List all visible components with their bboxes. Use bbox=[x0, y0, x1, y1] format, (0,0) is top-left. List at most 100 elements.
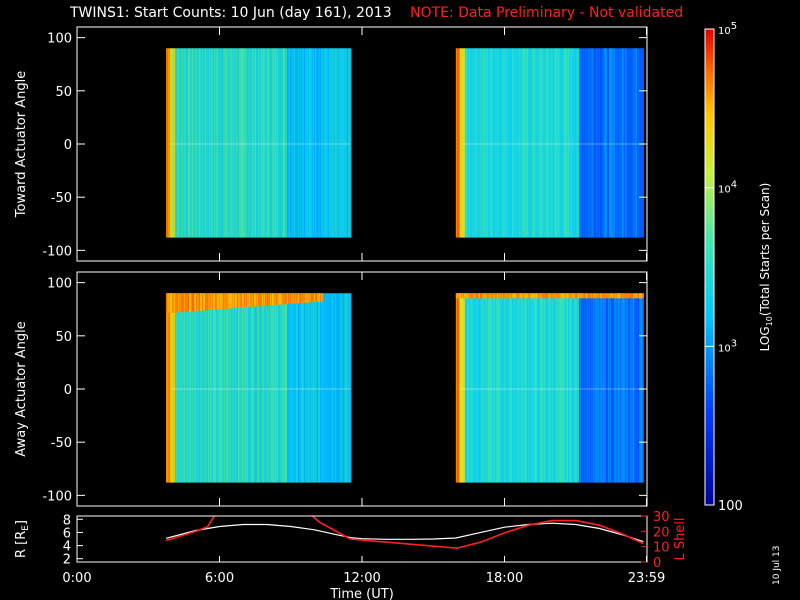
heatmap-cell bbox=[554, 293, 557, 483]
heatmap-cell bbox=[298, 48, 300, 238]
heatmap-cell bbox=[236, 293, 238, 483]
colorbar-swatch bbox=[705, 343, 714, 347]
heatmap-cell bbox=[278, 48, 280, 238]
heatmap-cell bbox=[217, 293, 219, 483]
heatmap-cell bbox=[497, 48, 500, 238]
colorbar-swatch bbox=[705, 414, 714, 418]
colorbar-swatch bbox=[705, 257, 714, 261]
heatmap-cell bbox=[508, 293, 511, 483]
heatmap-cell bbox=[177, 293, 179, 483]
heatmap-cell bbox=[279, 293, 281, 483]
heatmap-cell bbox=[639, 293, 642, 483]
heatmap-cell bbox=[200, 293, 202, 311]
heatmap-cell bbox=[526, 293, 529, 299]
heatmap-cell bbox=[308, 293, 310, 303]
heatmap-cell bbox=[496, 293, 499, 483]
heatmap-cell bbox=[467, 293, 470, 483]
heatmap-cell bbox=[253, 293, 255, 483]
heatmap-cell bbox=[462, 48, 465, 238]
heatmap-cell bbox=[303, 48, 305, 238]
heatmap-cell bbox=[638, 293, 641, 483]
heatmap-cell bbox=[595, 48, 598, 238]
colorbar-swatch bbox=[705, 331, 714, 335]
heatmap-cell bbox=[500, 293, 503, 483]
colorbar-swatch bbox=[705, 167, 714, 171]
heatmap-cell bbox=[245, 293, 247, 308]
heatmap-cell bbox=[455, 293, 458, 299]
y-tick-label: 0 bbox=[64, 138, 72, 153]
heatmap-cell bbox=[213, 293, 215, 310]
heatmap-cell bbox=[201, 48, 203, 238]
heatmap-cell bbox=[512, 293, 515, 483]
heatmap-cell bbox=[479, 48, 482, 238]
heatmap-cell bbox=[217, 293, 219, 310]
colorbar-swatch bbox=[705, 226, 714, 230]
heatmap-cell bbox=[619, 48, 622, 238]
heatmap-cell bbox=[223, 293, 225, 309]
heatmap-cell bbox=[217, 48, 219, 238]
heatmap-cell bbox=[552, 48, 555, 238]
heatmap-cell bbox=[191, 48, 193, 238]
heatmap-cell bbox=[628, 48, 631, 238]
heatmap-cell bbox=[503, 293, 506, 299]
colorbar-swatch bbox=[705, 488, 714, 492]
heatmap-cell bbox=[616, 293, 619, 483]
heatmap-cell bbox=[633, 48, 636, 238]
right-y-tick-label: 0 bbox=[653, 556, 661, 571]
heatmap-cell bbox=[564, 293, 567, 483]
heatmap-cell bbox=[313, 293, 315, 483]
heatmap-cell bbox=[270, 293, 272, 306]
heatmap-cell bbox=[642, 293, 645, 299]
heatmap-cell bbox=[259, 293, 261, 307]
colorbar-swatch bbox=[705, 183, 714, 187]
heatmap-cell bbox=[263, 293, 265, 306]
colorbar-swatch bbox=[705, 150, 714, 154]
heatmap-cell bbox=[197, 293, 199, 311]
heatmap-cell bbox=[490, 293, 493, 299]
heatmap-cell bbox=[544, 293, 547, 483]
heatmap-cell bbox=[600, 293, 603, 299]
colorbar-swatch bbox=[705, 388, 714, 392]
heatmap-cell bbox=[550, 48, 553, 238]
colorbar-swatch bbox=[705, 476, 714, 480]
heatmap-cell bbox=[514, 293, 517, 483]
heatmap-cell bbox=[222, 293, 224, 483]
y-tick-label: 50 bbox=[55, 330, 72, 345]
heatmap-cell bbox=[271, 293, 273, 483]
heatmap-cell bbox=[584, 293, 587, 483]
heatmap-cell bbox=[567, 293, 570, 299]
heatmap-cell bbox=[290, 293, 292, 483]
heatmap-cell bbox=[281, 293, 283, 483]
heatmap-cell bbox=[637, 293, 640, 483]
heatmap-cell bbox=[531, 293, 534, 483]
heatmap-cell bbox=[617, 293, 620, 299]
heatmap-cell bbox=[227, 293, 229, 309]
y-tick-label: 6 bbox=[63, 526, 71, 541]
heatmap-cell bbox=[638, 293, 641, 299]
heatmap-cell bbox=[581, 293, 584, 483]
heatmap-cell bbox=[309, 48, 311, 238]
heatmap-cell bbox=[557, 293, 560, 299]
heatmap-cell bbox=[634, 48, 637, 238]
heatmap-cell bbox=[491, 48, 494, 238]
heatmap-cell bbox=[499, 293, 502, 299]
heatmap-cell bbox=[577, 48, 580, 238]
heatmap-cell bbox=[541, 48, 544, 238]
heatmap-cell bbox=[599, 48, 602, 238]
heatmap-cell bbox=[278, 293, 280, 483]
heatmap-cell bbox=[566, 293, 569, 483]
heatmap-cell bbox=[196, 293, 198, 483]
heatmap-cell bbox=[174, 48, 176, 238]
heatmap-cell bbox=[495, 293, 498, 483]
title-note: NOTE: Data Preliminary - Not validated bbox=[410, 5, 684, 21]
colorbar-swatch bbox=[705, 236, 714, 240]
heatmap-cell bbox=[224, 293, 226, 483]
heatmap-cell bbox=[252, 48, 254, 238]
colorbar-swatch bbox=[705, 105, 714, 109]
colorbar-swatch bbox=[705, 48, 714, 52]
heatmap-cell bbox=[260, 48, 262, 238]
heatmap-cell bbox=[474, 293, 477, 483]
heatmap-cell bbox=[516, 48, 519, 238]
heatmap-cell bbox=[601, 48, 604, 238]
heatmap-cell bbox=[598, 293, 601, 299]
